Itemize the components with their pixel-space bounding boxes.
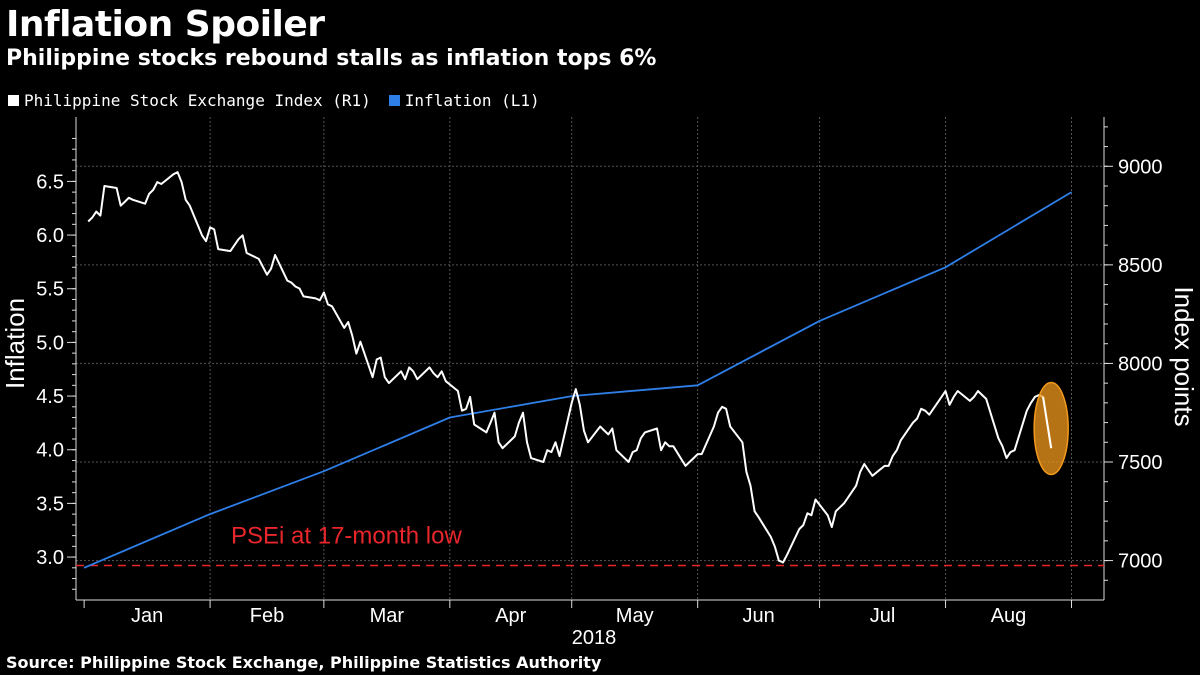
left-tick-label: 3.5 — [36, 493, 64, 515]
x-tick-label: Apr — [495, 605, 526, 627]
left-tick-label: 6.5 — [36, 171, 64, 193]
right-tick-label: 7000 — [1118, 551, 1163, 573]
x-tick-label: May — [616, 605, 654, 627]
legend-label-inflation: Inflation (L1) — [404, 91, 540, 110]
right-tick-label: 9000 — [1118, 156, 1163, 178]
x-tick-label: Feb — [250, 605, 284, 627]
left-tick-label: 4.5 — [36, 386, 64, 408]
x-tick-label: Jan — [131, 605, 163, 627]
legend-swatch-psei — [8, 95, 19, 106]
highlight-ellipse — [1033, 381, 1069, 476]
left-axis-title: Inflation — [0, 298, 30, 389]
x-tick-label: Aug — [991, 605, 1027, 627]
right-tick-label: 8500 — [1118, 255, 1163, 277]
x-tick-label: Jul — [870, 605, 896, 627]
series-line-psei — [87, 171, 1053, 564]
x-axis-label: 2018 — [572, 627, 617, 649]
chart-subtitle: Philippine stocks rebound stalls as infl… — [6, 46, 657, 71]
source-note: Source: Philippine Stock Exchange, Phili… — [6, 653, 602, 672]
left-tick-label: 3.0 — [36, 547, 64, 569]
legend: Philippine Stock Exchange Index (R1) Inf… — [8, 91, 540, 110]
legend-item-psei: Philippine Stock Exchange Index (R1) — [8, 91, 371, 110]
right-tick-label: 8000 — [1118, 353, 1163, 375]
series-line-inflation — [83, 191, 1072, 569]
annotation-17-month-low: PSEi at 17-month low — [231, 523, 462, 550]
right-axis-title: Index points — [1169, 286, 1199, 426]
x-tick-label: Jun — [742, 605, 774, 627]
left-tick-label: 5.0 — [36, 332, 64, 354]
legend-swatch-inflation — [388, 95, 400, 106]
right-tick-label: 7500 — [1118, 452, 1163, 474]
left-tick-label: 4.0 — [36, 440, 64, 462]
left-tick-label: 5.5 — [36, 279, 64, 301]
legend-item-inflation: Inflation (L1) — [388, 91, 540, 110]
x-tick-label: Mar — [370, 605, 405, 627]
series-line-psei-tail — [1042, 396, 1053, 449]
legend-label-psei: Philippine Stock Exchange Index (R1) — [24, 91, 371, 110]
left-tick-label: 6.0 — [36, 225, 64, 247]
chart-title: Inflation Spoiler — [6, 4, 325, 45]
